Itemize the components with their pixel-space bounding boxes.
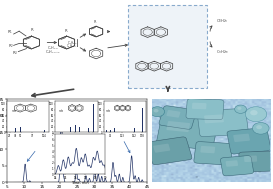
Circle shape — [213, 130, 218, 134]
Circle shape — [253, 122, 269, 134]
Circle shape — [170, 147, 173, 149]
Circle shape — [157, 151, 162, 154]
Circle shape — [220, 120, 225, 124]
FancyBboxPatch shape — [200, 146, 215, 153]
Circle shape — [225, 138, 229, 140]
FancyBboxPatch shape — [128, 5, 207, 88]
FancyBboxPatch shape — [244, 156, 257, 162]
Circle shape — [174, 143, 180, 147]
Text: C$_n$H$_{2n+2}$: C$_n$H$_{2n+2}$ — [44, 49, 60, 56]
Circle shape — [195, 176, 198, 178]
Text: C$_8$H$_{2n}$: C$_8$H$_{2n}$ — [216, 17, 228, 25]
FancyBboxPatch shape — [147, 137, 192, 165]
Circle shape — [230, 143, 232, 144]
Circle shape — [237, 107, 242, 110]
Circle shape — [186, 142, 191, 146]
Circle shape — [258, 170, 261, 173]
Text: C$_n$H$_{2m}$: C$_n$H$_{2m}$ — [216, 48, 229, 56]
FancyBboxPatch shape — [204, 114, 224, 123]
Circle shape — [150, 107, 165, 117]
FancyBboxPatch shape — [167, 110, 180, 118]
Circle shape — [203, 152, 207, 155]
FancyBboxPatch shape — [186, 99, 224, 120]
FancyBboxPatch shape — [167, 121, 190, 132]
FancyBboxPatch shape — [239, 151, 273, 172]
FancyBboxPatch shape — [197, 108, 248, 137]
FancyBboxPatch shape — [233, 134, 250, 142]
Text: R$_2$: R$_2$ — [8, 43, 14, 50]
Circle shape — [194, 142, 197, 144]
Text: R$_3$: R$_3$ — [13, 50, 19, 57]
Circle shape — [254, 125, 259, 128]
Circle shape — [266, 136, 269, 139]
Text: R: R — [31, 28, 33, 32]
Circle shape — [159, 116, 162, 119]
Circle shape — [165, 162, 169, 165]
Text: R: R — [64, 29, 67, 33]
Circle shape — [222, 103, 224, 104]
Text: R$_1$: R$_1$ — [7, 28, 13, 36]
Circle shape — [167, 153, 169, 155]
Circle shape — [235, 105, 247, 113]
Circle shape — [250, 110, 258, 115]
Circle shape — [181, 139, 186, 142]
FancyBboxPatch shape — [153, 144, 170, 153]
Circle shape — [155, 109, 158, 110]
FancyBboxPatch shape — [194, 142, 233, 165]
Circle shape — [245, 107, 267, 122]
FancyBboxPatch shape — [156, 115, 218, 150]
Circle shape — [256, 125, 262, 129]
Circle shape — [151, 146, 154, 149]
Text: C$_2$H$_{2n}$: C$_2$H$_{2n}$ — [47, 45, 58, 52]
Circle shape — [250, 141, 255, 145]
FancyBboxPatch shape — [192, 103, 207, 109]
Text: R: R — [94, 20, 97, 24]
FancyBboxPatch shape — [159, 106, 196, 129]
Circle shape — [219, 161, 225, 165]
FancyBboxPatch shape — [227, 128, 271, 154]
Circle shape — [245, 122, 247, 123]
Text: C$_n$H$_{2n+1}$: C$_n$H$_{2n+1}$ — [66, 43, 79, 50]
Circle shape — [161, 122, 164, 125]
FancyBboxPatch shape — [221, 156, 254, 176]
Circle shape — [241, 155, 245, 158]
Text: C$_2$H$_{2n}$: C$_2$H$_{2n}$ — [67, 40, 78, 47]
Circle shape — [264, 125, 266, 126]
Circle shape — [244, 138, 248, 140]
FancyBboxPatch shape — [225, 160, 238, 167]
Circle shape — [171, 120, 174, 122]
Circle shape — [153, 109, 159, 112]
Circle shape — [204, 122, 207, 124]
